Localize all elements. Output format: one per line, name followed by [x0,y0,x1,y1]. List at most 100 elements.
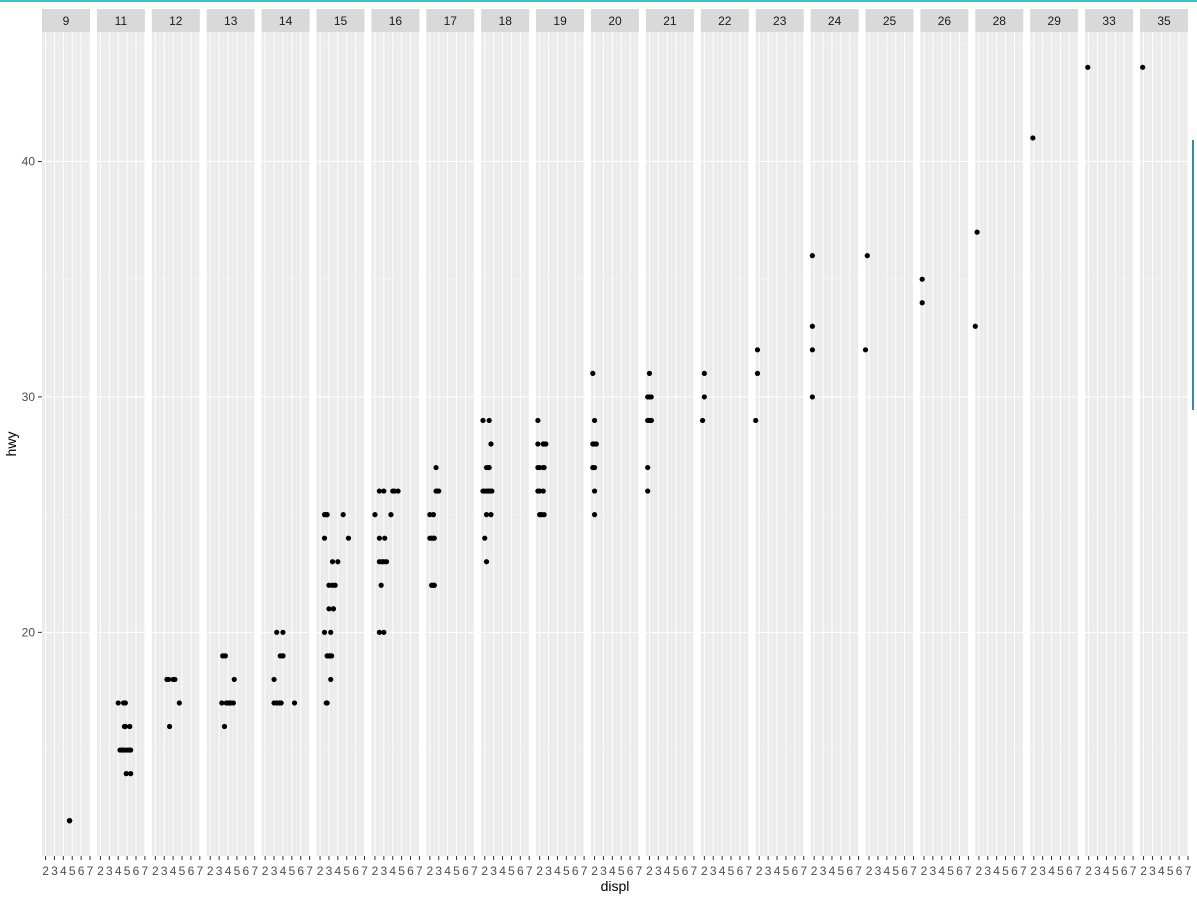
y-tick-label: 30 [22,390,36,404]
data-point [489,488,495,494]
x-tick-label: 7 [855,864,862,878]
x-tick-label: 6 [297,864,304,878]
facet-strip [426,9,475,32]
x-tick-label: 7 [471,864,478,878]
x-tick-label: 3 [820,864,827,878]
facet-panel [920,32,969,856]
x-tick-label: 7 [581,864,588,878]
x-tick-label: 5 [343,864,350,878]
x-tick-label: 6 [846,864,853,878]
data-point [1085,64,1091,70]
x-tick-label: 3 [435,864,442,878]
x-tick-label: 4 [829,864,836,878]
x-tick-label: 2 [262,864,269,878]
data-point [222,653,228,659]
x-tick-label: 4 [60,864,67,878]
data-point [483,512,490,518]
x-tick-label: 5 [1002,864,1009,878]
data-point [754,370,761,376]
data-point [280,629,286,635]
facet-strip-label: 33 [1102,14,1116,28]
x-tick-label: 7 [800,864,807,878]
data-point [388,512,394,518]
facet-strip [1085,9,1134,32]
data-point [433,464,439,471]
data-point [541,512,547,518]
facet-panel [1030,32,1079,856]
x-tick-label: 2 [427,864,434,878]
x-tick-label: 4 [883,864,890,878]
data-point [1140,64,1146,70]
x-tick-label: 2 [811,864,818,878]
data-point [326,606,332,612]
data-point [271,676,277,683]
facet-strip [920,9,969,32]
x-tick-label: 2 [1140,864,1147,878]
facet-panel [755,32,804,856]
data-point [541,464,547,471]
x-tick-label: 3 [930,864,937,878]
x-tick-label: 6 [737,864,744,878]
x-tick-label: 6 [462,864,469,878]
data-point [166,723,173,730]
facet-panel [1085,32,1134,856]
x-tick-label: 2 [317,864,324,878]
x-tick-label: 7 [691,864,698,878]
data-point [230,700,236,706]
facet-strip [481,9,530,32]
x-tick-label: 4 [334,864,341,878]
x-axis-title: displ [601,878,630,894]
x-tick-label: 7 [142,864,149,878]
facet-strip [865,9,914,32]
facet-strip [975,9,1024,32]
y-tick-label: 40 [22,154,36,168]
x-tick-label: 5 [508,864,515,878]
x-tick-label: 3 [1039,864,1046,878]
facet-panel [426,32,475,856]
x-tick-label: 6 [1066,864,1073,878]
x-tick-label: 4 [1048,864,1055,878]
data-point [381,488,387,494]
x-tick-label: 5 [783,864,790,878]
data-point [591,417,598,424]
data-point [123,771,129,777]
x-tick-label: 5 [837,864,844,878]
data-point [919,276,925,282]
data-point [427,512,433,518]
x-tick-label: 5 [1167,864,1174,878]
x-tick-label: 5 [398,864,405,878]
data-point [864,253,870,259]
x-tick-label: 3 [765,864,772,878]
x-tick-label: 4 [444,864,451,878]
x-tick-label: 2 [756,864,763,878]
data-point [321,535,328,541]
x-tick-label: 4 [1103,864,1110,878]
window-top-border [0,0,1197,2]
x-tick-label: 3 [1094,864,1101,878]
data-point [66,818,73,824]
data-point [486,417,492,424]
data-point [809,253,815,259]
x-tick-label: 7 [526,864,533,878]
facet-panel [865,32,914,856]
data-point [274,629,280,635]
x-tick-label: 3 [271,864,278,878]
x-tick-label: 7 [361,864,368,878]
data-point [1030,135,1036,141]
data-point [593,441,599,447]
facet-panel [645,32,694,856]
data-point [291,700,298,706]
data-point [321,629,328,635]
x-tick-label: 2 [701,864,708,878]
x-tick-label: 5 [288,864,295,878]
data-point [488,512,494,518]
x-tick-label: 7 [965,864,972,878]
x-tick-label: 4 [609,864,616,878]
data-point [391,488,398,494]
x-tick-label: 4 [774,864,781,878]
data-point [645,488,651,494]
data-point [488,441,494,447]
x-tick-label: 7 [251,864,258,878]
data-point [590,370,596,376]
data-point [378,582,384,588]
